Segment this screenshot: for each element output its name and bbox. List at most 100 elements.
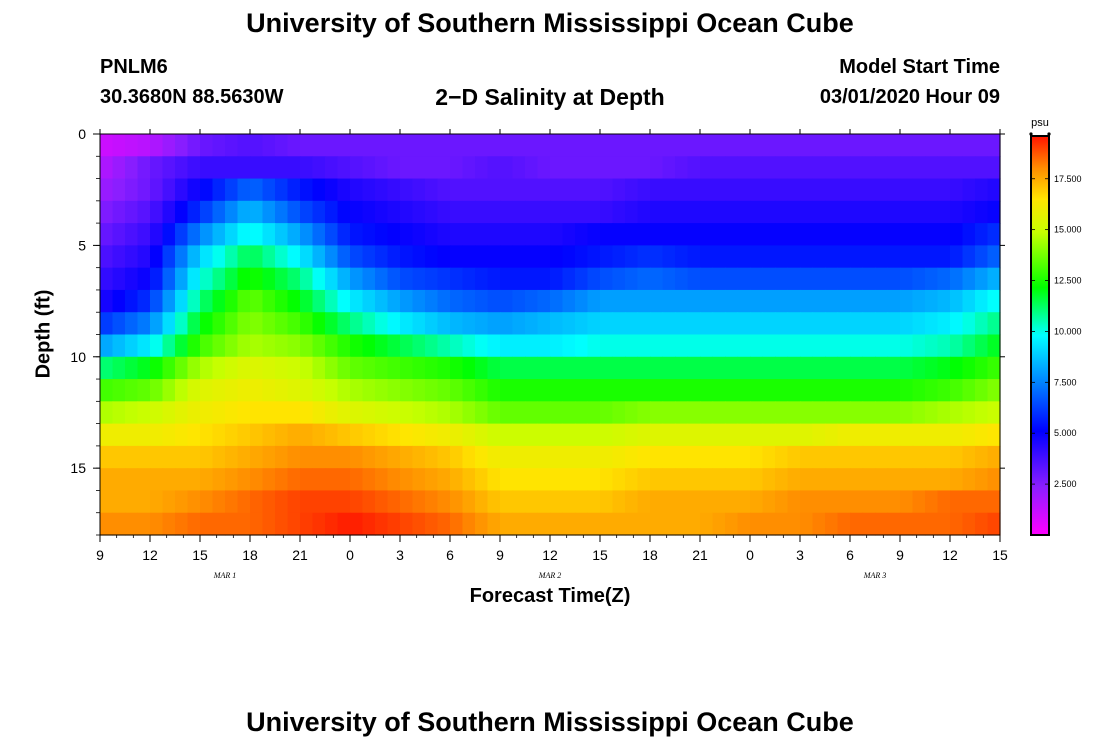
heatmap-cell — [212, 267, 226, 291]
heatmap-cell — [750, 267, 764, 291]
heatmap-cell — [275, 200, 289, 224]
heatmap-cell — [162, 423, 176, 447]
heatmap-cell — [362, 468, 376, 492]
heatmap-cell — [100, 223, 114, 246]
page-title: University of Southern Mississippi Ocean… — [246, 8, 854, 38]
heatmap-cell — [100, 156, 114, 180]
heatmap-cell — [962, 356, 976, 380]
heatmap-cell — [150, 490, 164, 514]
heatmap-cell — [650, 490, 664, 514]
heatmap-cell — [387, 356, 401, 380]
heatmap-cell — [350, 490, 364, 514]
heatmap-cell — [587, 200, 601, 224]
heatmap-cell — [300, 156, 314, 180]
heatmap-cell — [387, 223, 401, 246]
heatmap-cell — [175, 200, 189, 224]
heatmap-cell — [875, 334, 889, 358]
heatmap-cell — [225, 512, 239, 536]
heatmap-cell — [100, 267, 114, 291]
heatmap-cell — [362, 223, 376, 246]
heatmap-cell — [925, 490, 939, 514]
heatmap-cell — [375, 423, 389, 447]
heatmap-cell — [287, 490, 301, 514]
heatmap-cell — [612, 379, 626, 402]
heatmap-cell — [412, 379, 426, 402]
heatmap-cell — [437, 289, 451, 313]
heatmap-cell — [187, 178, 201, 202]
heatmap-cell — [262, 423, 276, 447]
heatmap-cell — [275, 289, 289, 313]
heatmap-cell — [500, 445, 514, 469]
heatmap-cell — [762, 379, 776, 402]
heatmap-cell — [237, 312, 251, 336]
heatmap-cell — [387, 401, 401, 425]
heatmap-cell — [937, 423, 951, 447]
heatmap-cell — [687, 445, 701, 469]
heatmap-cell — [425, 156, 439, 180]
heatmap-cell — [437, 245, 451, 269]
heatmap-cell — [450, 490, 464, 514]
heatmap-cell — [287, 156, 301, 180]
heatmap-cell — [800, 267, 814, 291]
heatmap-cell — [662, 356, 676, 380]
heatmap-cell — [912, 134, 926, 157]
heatmap-cell — [775, 223, 789, 246]
heatmap-cell — [575, 512, 589, 536]
heatmap-cell — [900, 134, 914, 157]
heatmap-cell — [812, 134, 826, 157]
heatmap-cell — [575, 134, 589, 157]
heatmap-cell — [637, 245, 651, 269]
heatmap-cell — [237, 267, 251, 291]
heatmap-cell — [637, 445, 651, 469]
heatmap-cell — [900, 156, 914, 180]
heatmap-cell — [937, 200, 951, 224]
heatmap-cell — [912, 289, 926, 313]
heatmap-cell — [737, 401, 751, 425]
heatmap-cell — [325, 401, 339, 425]
heatmap-cell — [475, 134, 489, 157]
heatmap-cell — [925, 334, 939, 358]
heatmap-cell — [687, 468, 701, 492]
heatmap-cell — [450, 200, 464, 224]
heatmap-cell — [675, 356, 689, 380]
heatmap-cell — [112, 356, 126, 380]
heatmap-cell — [375, 490, 389, 514]
heatmap-cell — [837, 267, 851, 291]
heatmap-cell — [650, 200, 664, 224]
heatmap-cell — [275, 512, 289, 536]
heatmap-cell — [312, 156, 326, 180]
heatmap-cell — [637, 289, 651, 313]
heatmap-cell — [975, 490, 989, 514]
heatmap-cell — [625, 245, 639, 269]
heatmap-cell — [125, 512, 139, 536]
heatmap-cell — [787, 134, 801, 157]
heatmap-cell — [812, 289, 826, 313]
heatmap-cell — [487, 334, 501, 358]
heatmap-cell — [412, 468, 426, 492]
heatmap-cell — [700, 267, 714, 291]
heatmap-cell — [562, 245, 576, 269]
heatmap-cell — [675, 245, 689, 269]
heatmap-cell — [825, 445, 839, 469]
heatmap-cell — [462, 379, 476, 402]
heatmap-cell — [562, 334, 576, 358]
heatmap-cell — [825, 379, 839, 402]
heatmap-cell — [287, 445, 301, 469]
heatmap-cell — [712, 267, 726, 291]
heatmap-cell — [325, 178, 339, 202]
heatmap-cell — [662, 134, 676, 157]
heatmap-cell — [925, 245, 939, 269]
heatmap-cell — [175, 356, 189, 380]
heatmap-cell — [587, 490, 601, 514]
heatmap-cell — [850, 401, 864, 425]
heatmap-cell — [637, 312, 651, 336]
heatmap-cell — [675, 200, 689, 224]
heatmap-cell — [912, 490, 926, 514]
heatmap-cell — [975, 312, 989, 336]
heatmap-cell — [550, 178, 564, 202]
heatmap-cell — [600, 178, 614, 202]
heatmap-cell — [600, 245, 614, 269]
heatmap-cell — [225, 245, 239, 269]
heatmap-cell — [850, 245, 864, 269]
heatmap-cell — [850, 379, 864, 402]
